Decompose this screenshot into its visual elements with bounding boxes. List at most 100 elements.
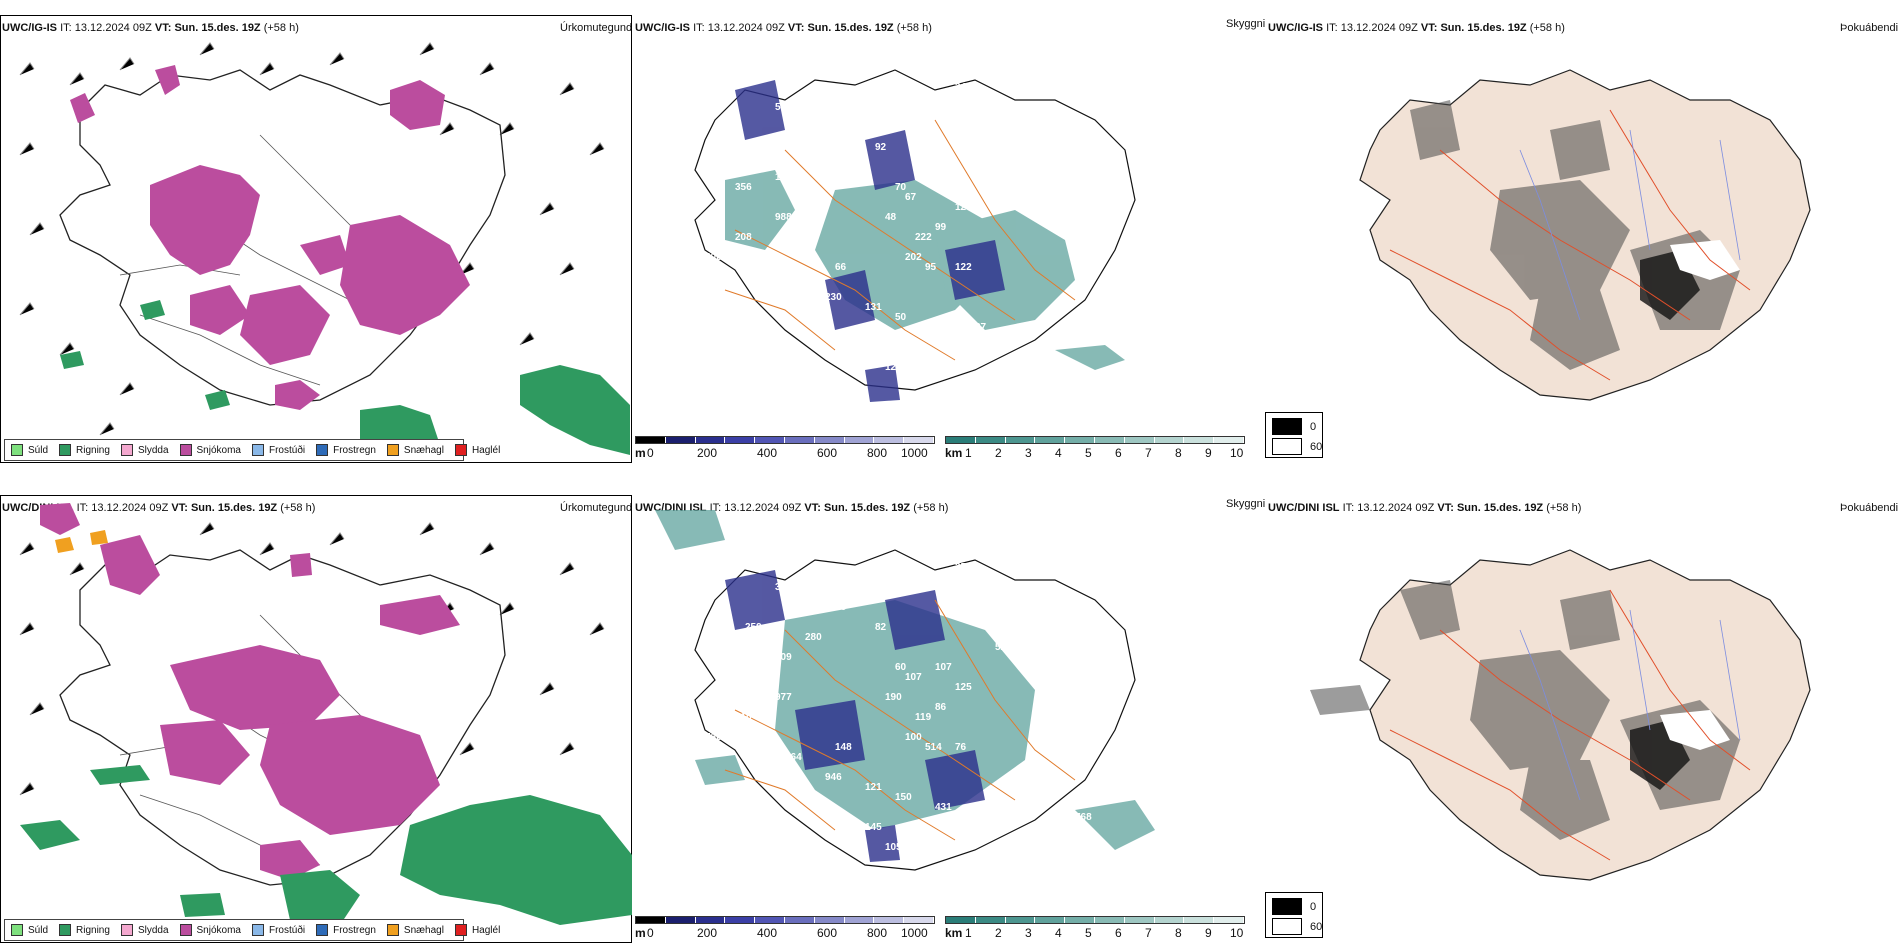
legend-swatch <box>251 924 264 936</box>
visibility-tick: 5 <box>1085 926 1092 940</box>
visibility-value-label: 99 <box>935 222 947 233</box>
visibility-value-label: 158 <box>1035 762 1052 773</box>
visibility-value-label: 977 <box>775 692 792 703</box>
cloud-key-1: 0 60 <box>1265 412 1323 458</box>
legend-item: Súld <box>11 924 48 936</box>
fog-title-1: Þokuábendi <box>1840 22 1899 34</box>
visibility-value-label: 946 <box>825 772 842 783</box>
legend-swatch <box>179 924 192 936</box>
visibility-value-label: 267 <box>805 152 822 163</box>
visibility-value-label: 48 <box>885 212 897 223</box>
visibility-tick: 3 <box>1025 926 1032 940</box>
fog-title-2: Þokuábendi <box>1840 502 1899 514</box>
elevation-tick: 0 <box>647 446 654 460</box>
visibility-tick: 9 <box>1205 446 1212 460</box>
visibility-value-label: 86 <box>935 702 947 713</box>
precip-map-frame-1[interactable] <box>0 15 632 463</box>
fog-map-2[interactable] <box>1300 510 1900 930</box>
visibility-value-label: 100 <box>905 732 922 743</box>
visibility-value-label: 50 <box>695 862 707 873</box>
precip-map-frame-2[interactable] <box>0 495 632 943</box>
visibility-value-label: 292 <box>765 262 782 273</box>
visibility-value-label: 78 <box>835 602 847 613</box>
legend-item: Rigning <box>59 924 110 936</box>
cloud-key-2: 0 60 <box>1265 892 1323 938</box>
visibility-value-label: 406 <box>705 252 722 263</box>
visibility-value-label: 310 <box>735 712 752 723</box>
elevation-colorbar-1: m 0 200 400 600 800 1000 <box>635 436 935 466</box>
high-terrain-1 <box>735 80 1005 402</box>
visibility-tick: 2 <box>995 446 1002 460</box>
visibility-value-label: 348 <box>955 82 972 93</box>
visibility-value-label: 52 <box>995 642 1007 653</box>
legend-swatch <box>120 924 133 936</box>
visibility-value-label: 148 <box>835 742 852 753</box>
visibility-value-label: 125 <box>955 682 972 693</box>
legend-item: Súld <box>11 444 48 456</box>
visibility-tick: 7 <box>1145 446 1152 460</box>
legend-swatch <box>454 444 467 456</box>
legend-item: Frostúði <box>251 444 305 456</box>
elevation-tick: 400 <box>757 446 778 460</box>
visibility-value-label: 145 <box>865 822 882 833</box>
visibility-value-label: 70 <box>895 182 907 193</box>
elevation-tick: 800 <box>867 926 888 940</box>
visibility-value-label: 612 <box>725 552 742 563</box>
legend-item: Frostregn <box>316 444 376 456</box>
visibility-tick: 1 <box>965 446 972 460</box>
visibility-value-label: 37 <box>975 322 987 333</box>
elevation-bar <box>635 916 935 924</box>
visibility-unit: km <box>945 926 963 940</box>
visibility-tick: 1 <box>965 926 972 940</box>
visibility-value-label: 145 <box>775 172 792 183</box>
elevation-tick: 1000 <box>901 926 928 940</box>
rivers-fog-1 <box>1519 129 1741 321</box>
legend-swatch <box>454 924 467 936</box>
elevation-tick: 0 <box>647 926 654 940</box>
elevation-bar <box>635 436 935 444</box>
visibility-tick: 4 <box>1055 926 1062 940</box>
visibility-tick: 5 <box>1085 446 1092 460</box>
visibility-value-label: 66 <box>835 262 847 273</box>
legend-item: Snæhagl <box>386 444 444 456</box>
visibility-bar <box>945 436 1245 444</box>
legend-swatch <box>59 924 72 936</box>
precip-header-1: UWC/IG-IS IT: 13.12.2024 09Z VT: Sun. 15… <box>2 22 299 34</box>
visibility-value-label: 127 <box>885 362 902 373</box>
row-2: UWC/DINI ISL IT: 13.12.2024 09Z VT: Sun.… <box>0 475 1900 950</box>
visibility-value-label: 485 <box>835 862 852 873</box>
fog-header-2: UWC/DINI ISL IT: 13.12.2024 09Z VT: Sun.… <box>1268 502 1582 514</box>
vis-title-1: Skyggni <box>1226 18 1266 30</box>
legend-swatch <box>386 444 399 456</box>
precip-map-2[interactable] <box>0 495 632 943</box>
elevation-tick: 200 <box>697 926 718 940</box>
roads-fog-1 <box>1389 109 1751 381</box>
elevation-unit: m <box>635 926 646 940</box>
legend-swatch <box>59 444 72 456</box>
iceland-outline-vis-2 <box>694 549 1136 871</box>
visibility-value-label: 349 <box>855 882 872 893</box>
visibility-value-label: 106 <box>745 142 762 153</box>
fog-map-1[interactable] <box>1300 30 1900 450</box>
legend-swatch <box>179 444 192 456</box>
visibility-value-label: 107 <box>935 662 952 673</box>
visibility-value-label: 280 <box>805 632 822 643</box>
snow-areas-2 <box>40 503 460 880</box>
elevation-tick: 600 <box>817 446 838 460</box>
visibility-value-label: 131 <box>865 302 882 313</box>
high-terrain-2 <box>725 570 985 862</box>
visibility-tick: 3 <box>1025 446 1032 460</box>
visibility-value-label: 431 <box>935 802 952 813</box>
wind-barbs-2 <box>19 522 605 796</box>
visibility-tick: 9 <box>1205 926 1212 940</box>
cloud-key-dark <box>1272 898 1302 915</box>
rivers-fog-2 <box>1519 609 1741 801</box>
vis-title-2: Skyggni <box>1226 498 1266 510</box>
precip-map-1[interactable] <box>0 15 632 463</box>
visibility-value-label: 257 <box>955 562 972 573</box>
visibility-tick: 8 <box>1175 446 1182 460</box>
visibility-value-label: 119 <box>915 712 932 723</box>
visibility-value-label: 208 <box>735 232 752 243</box>
